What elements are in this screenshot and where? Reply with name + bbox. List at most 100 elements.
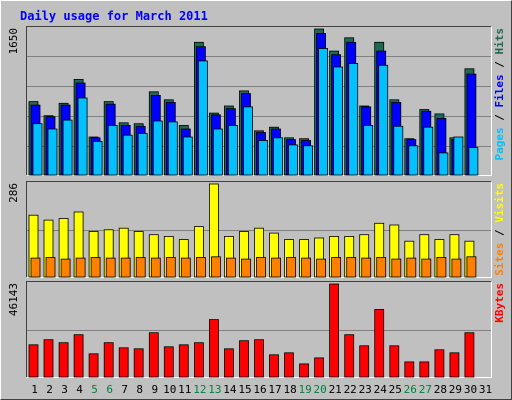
bar-sites xyxy=(90,257,101,278)
bar-sites xyxy=(75,257,86,278)
bar-pages xyxy=(182,136,193,176)
panel-legend: Sites / Visits xyxy=(493,183,506,276)
bar-kbytes xyxy=(148,332,159,378)
x-tick-label: 22 xyxy=(344,383,357,396)
bar-pages xyxy=(62,119,73,176)
bar-pages xyxy=(453,136,464,176)
x-tick-label: 30 xyxy=(464,383,477,396)
panel-max-label: 46143 xyxy=(7,283,20,316)
bar-pages xyxy=(47,128,58,176)
x-tick-label: 1 xyxy=(31,383,38,396)
bar-kbytes xyxy=(389,345,400,378)
bar-kbytes xyxy=(239,340,249,378)
bar-sites xyxy=(466,256,477,278)
panel-bevel-light xyxy=(26,26,492,176)
bar-pages xyxy=(197,60,208,176)
bar-pages xyxy=(92,140,103,176)
bar-pages xyxy=(32,123,43,176)
series-kbytes xyxy=(28,283,475,378)
legend-entry: / xyxy=(493,108,506,128)
bar-sites xyxy=(60,258,71,278)
bar-pages xyxy=(137,132,148,176)
bar-kbytes xyxy=(449,352,460,378)
bar-sites xyxy=(241,258,251,278)
bar-pages xyxy=(318,48,329,176)
bar-pages xyxy=(333,66,344,176)
bar-kbytes xyxy=(314,357,325,378)
bar-kbytes xyxy=(118,347,129,378)
bar-kbytes xyxy=(464,332,475,378)
bar-pages xyxy=(468,147,479,176)
x-tick-label: 4 xyxy=(76,383,83,396)
x-tick-label: 9 xyxy=(151,383,158,396)
bar-sites xyxy=(331,257,342,278)
bar-sites xyxy=(120,257,131,278)
bar-sites xyxy=(150,257,161,278)
bar-kbytes xyxy=(43,339,54,378)
x-tick-label: 24 xyxy=(374,383,388,396)
bar-pages xyxy=(152,120,163,176)
bar-pages xyxy=(122,134,133,176)
x-axis-day-labels: 1 2 3 4 5 6 7 8 9 10 11 12 13 14 15 16 17 18 19 20 21 22 23 24 2… xyxy=(31,383,492,396)
bar-kbytes xyxy=(374,309,385,378)
bar-pages xyxy=(77,97,88,176)
panel-legend: KBytes xyxy=(493,283,506,323)
bar-pages xyxy=(288,144,298,176)
bar-sites xyxy=(30,257,41,278)
bar-pages xyxy=(303,145,314,176)
bar-sites xyxy=(421,258,432,278)
bar-kbytes xyxy=(254,339,264,378)
legend-entry: Pages xyxy=(493,127,506,160)
bar-pages xyxy=(393,125,404,176)
panel-bevel-dark xyxy=(26,181,492,278)
bar-sites xyxy=(225,257,236,278)
x-tick-label: 28 xyxy=(434,383,447,396)
bar-kbytes xyxy=(133,348,144,378)
bar-sites xyxy=(271,257,281,278)
bar-pages xyxy=(363,125,374,176)
x-tick-label: 17 xyxy=(268,383,281,396)
bar-sites xyxy=(451,258,462,278)
bar-sites xyxy=(45,257,56,278)
bar-kbytes xyxy=(359,345,370,378)
bar-sites xyxy=(391,258,402,278)
bar-sites xyxy=(406,257,417,278)
bar-kbytes xyxy=(299,363,310,378)
bar-kbytes xyxy=(73,334,84,378)
bar-kbytes xyxy=(193,342,204,378)
bar-pages xyxy=(243,106,253,176)
x-tick-label: 5 xyxy=(91,383,98,396)
bar-sites xyxy=(436,257,447,278)
bar-sites xyxy=(301,257,312,278)
bar-kbytes xyxy=(223,348,234,378)
legend-entry: Visits xyxy=(493,183,506,223)
legend-entry: KBytes xyxy=(493,283,506,323)
bar-sites xyxy=(135,257,146,278)
legend-entry: Hits xyxy=(493,28,506,55)
bar-kbytes xyxy=(178,344,189,378)
panel-bevel-light xyxy=(26,181,492,278)
x-tick-label: 21 xyxy=(329,383,342,396)
x-tick-label: 27 xyxy=(419,383,432,396)
x-tick-label: 7 xyxy=(121,383,128,396)
legend-entry: Sites xyxy=(493,243,506,276)
bar-kbytes xyxy=(103,342,114,378)
bar-pages xyxy=(258,140,268,176)
bar-pages xyxy=(348,63,359,176)
bar-kbytes xyxy=(269,354,279,378)
bar-kbytes xyxy=(28,344,39,378)
bar-pages xyxy=(227,125,238,176)
bar-sites xyxy=(346,257,357,278)
bar-kbytes xyxy=(329,283,340,378)
legend-entry: / xyxy=(493,223,506,243)
x-tick-label: 11 xyxy=(178,383,191,396)
panel-kbytes: 46143 KBytes xyxy=(7,281,506,378)
x-tick-label: 13 xyxy=(208,383,221,396)
bar-pages xyxy=(378,64,389,176)
x-tick-label: 31 xyxy=(479,383,492,396)
bar-pages xyxy=(423,126,434,176)
x-tick-label: 18 xyxy=(283,383,296,396)
x-tick-label: 3 xyxy=(61,383,68,396)
x-tick-label: 20 xyxy=(313,383,326,396)
